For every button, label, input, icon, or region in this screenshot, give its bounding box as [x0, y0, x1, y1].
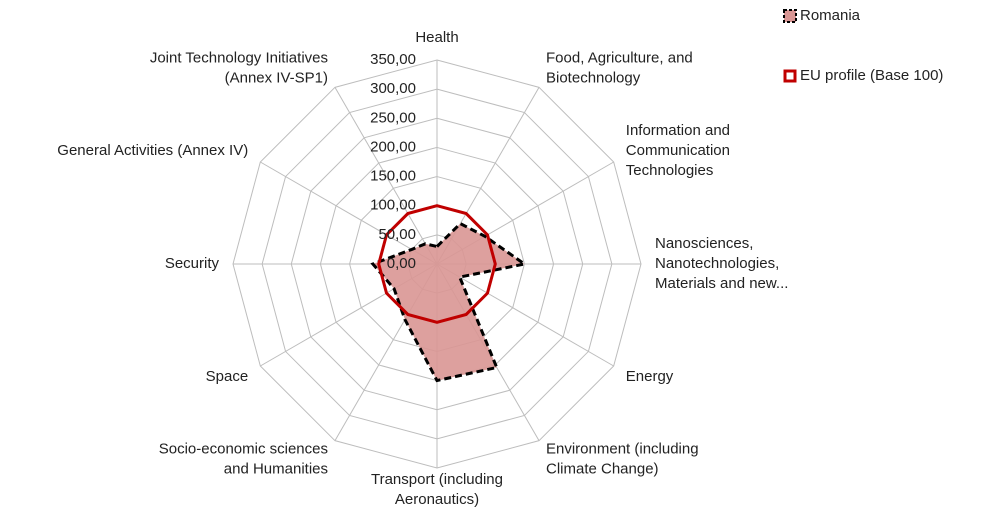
y-tick-label: 300,00: [370, 80, 416, 97]
category-label: General Activities (Annex IV): [57, 142, 248, 159]
legend-swatch: [783, 69, 797, 83]
y-tick-label: 200,00: [370, 138, 416, 155]
series-line: [377, 204, 497, 324]
category-label: Food, Agriculture, and Biotechnology: [546, 49, 693, 86]
series-area: [370, 221, 529, 383]
spoke: [436, 263, 614, 367]
category-label: Health: [415, 29, 458, 46]
category-label: Transport (including Aeronautics): [371, 471, 503, 508]
category-label: Security: [165, 255, 220, 272]
category-label: Socio-economic sciences and Humanities: [159, 441, 328, 478]
y-tick-label: 150,00: [370, 168, 416, 185]
y-tick-label: 350,00: [370, 51, 416, 68]
category-label: Space: [206, 368, 249, 385]
legend-label: EU profile (Base 100): [800, 67, 943, 84]
y-tick-label: 250,00: [370, 109, 416, 126]
category-label: Environment (including Climate Change): [546, 441, 699, 478]
category-label: Information and Communication Technologies: [626, 122, 730, 179]
y-tick-label: 50,00: [378, 226, 416, 243]
category-label: Joint Technology Initiatives (Annex IV-SP…: [150, 49, 328, 86]
legend-swatch: [783, 9, 797, 23]
spoke: [334, 87, 438, 265]
legend-label: Romania: [800, 7, 861, 24]
y-tick-label: 100,00: [370, 197, 416, 214]
category-label: Nanosciences, Nanotechnologies, Materials …: [655, 235, 788, 292]
y-tick-label: 0,00: [387, 255, 416, 272]
category-label: Energy: [626, 368, 674, 385]
spoke: [260, 161, 438, 265]
